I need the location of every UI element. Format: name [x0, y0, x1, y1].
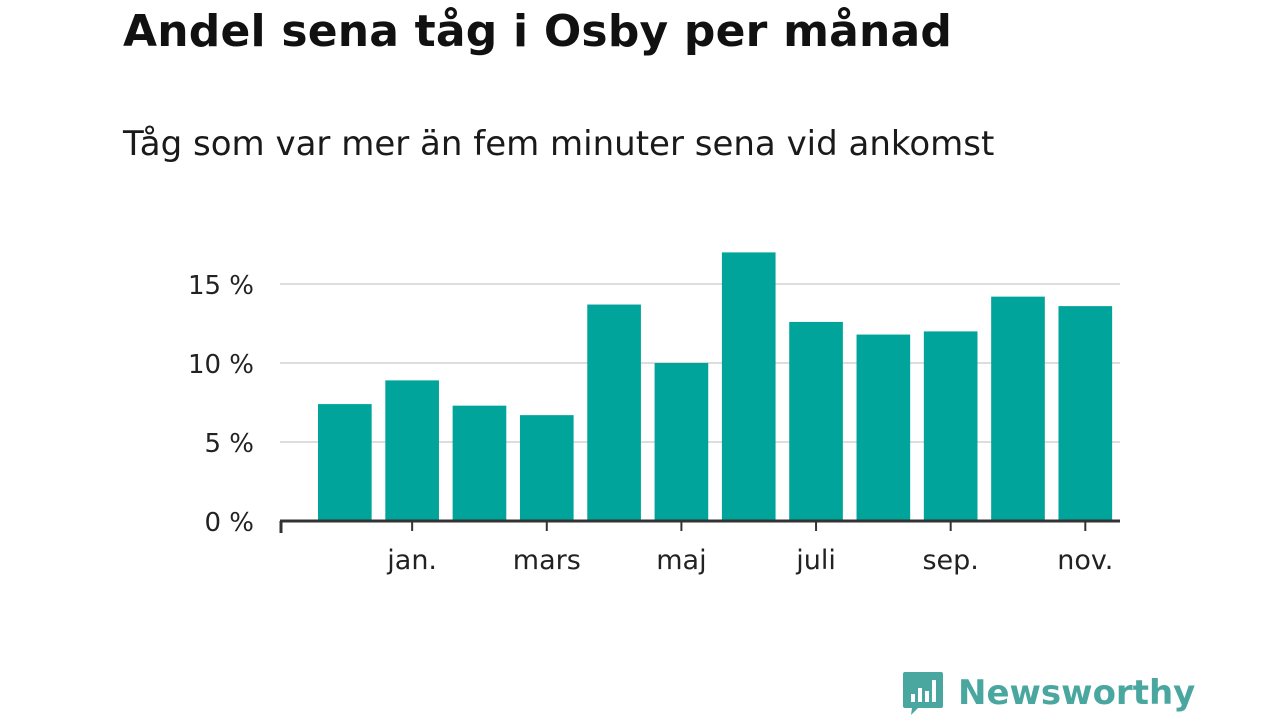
bar-dec. — [318, 404, 372, 521]
bar-okt. — [991, 296, 1045, 521]
bar-jan. — [385, 380, 439, 521]
chart-title: Andel sena tåg i Osby per månad — [123, 6, 953, 57]
x-tick-label: nov. — [1057, 545, 1113, 576]
bar-sep. — [923, 331, 978, 521]
axes — [279, 519, 1120, 533]
chart-subtitle: Tåg som var mer än fem minuter sena vid … — [123, 124, 995, 164]
bar-nov. — [1058, 306, 1113, 521]
x-tick-label: jan. — [386, 545, 437, 576]
y-tick-label: 0 % — [204, 508, 254, 538]
bar-aug. — [856, 334, 911, 521]
y-tick-label: 5 % — [204, 429, 254, 459]
bar-april — [587, 304, 641, 521]
tick-labels: 0 % 5 % 10 % 15 % jan. mars maj juli sep. nov. — [188, 271, 1113, 576]
x-tick-label: sep. — [922, 545, 978, 576]
logo-text: Newsworthy — [958, 673, 1196, 713]
bar-juni — [721, 252, 776, 521]
bar-maj — [654, 363, 709, 521]
bar-juli — [789, 321, 843, 521]
bar-feb. — [452, 405, 507, 521]
bar-mars — [519, 415, 574, 521]
newsworthy-logo: Newsworthy — [902, 670, 1195, 716]
x-tick-label: maj — [656, 545, 706, 576]
x-tick-label: mars — [513, 545, 581, 576]
newsworthy-chart-bubble-icon — [903, 672, 943, 715]
y-tick-label: 15 % — [188, 271, 254, 301]
bars — [318, 252, 1113, 521]
x-tick-label: juli — [795, 545, 836, 576]
y-tick-label: 10 % — [188, 350, 254, 380]
